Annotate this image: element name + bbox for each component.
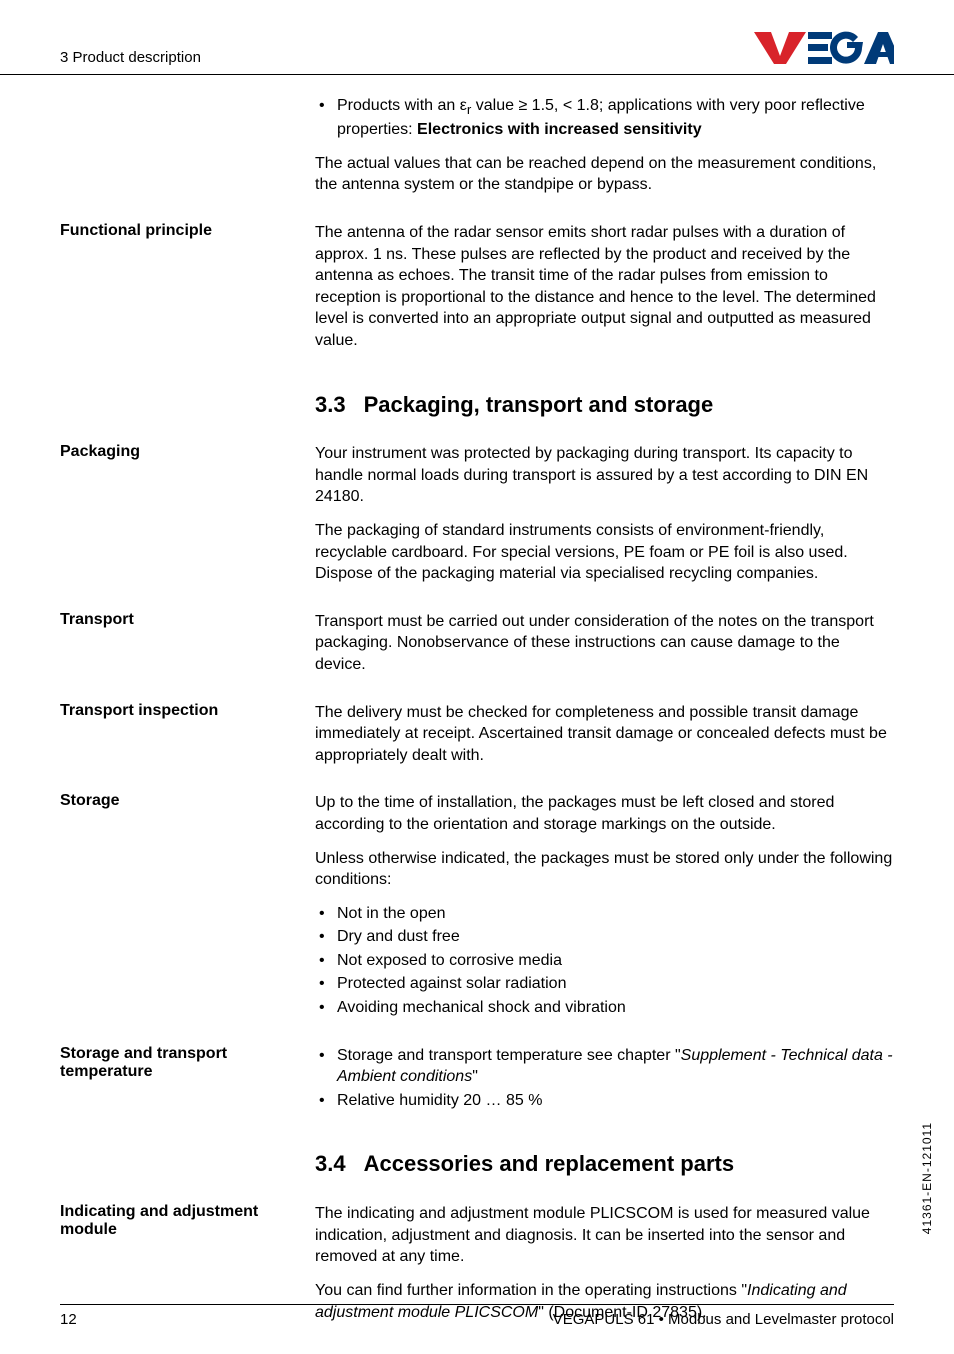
intro-bullet-bold: Electronics with increased sensitivity <box>417 121 702 138</box>
list-item: Protected against solar radiation <box>315 973 894 995</box>
packaging-label: Packaging <box>60 443 315 597</box>
page-number: 12 <box>60 1311 77 1328</box>
indicating-p1: The indicating and adjustment module PLI… <box>315 1203 894 1268</box>
section-3-3-title: Packaging, transport and storage <box>364 392 714 417</box>
section-3-3-heading: 3.3 Packaging, transport and storage <box>315 390 894 420</box>
intro-bullet: Products with an εr value ≥ 1.5, < 1.8; … <box>315 95 894 141</box>
storage-body: Up to the time of installation, the pack… <box>315 792 894 1030</box>
transport-inspection-p1: The delivery must be checked for complet… <box>315 702 894 767</box>
list-item: Dry and dust free <box>315 926 894 948</box>
functional-principle-body: The antenna of the radar sensor emits sh… <box>315 222 894 364</box>
functional-principle-label: Functional principle <box>60 222 315 364</box>
stt-item1-post: " <box>472 1068 478 1085</box>
stt-item1-pre: Storage and transport temperature see ch… <box>337 1047 681 1064</box>
transport-label: Transport <box>60 611 315 688</box>
packaging-p1: Your instrument was protected by packagi… <box>315 443 894 508</box>
transport-row: Transport Transport must be carried out … <box>60 611 894 688</box>
page-footer: 12 VEGAPULS 61 • Modbus and Levelmaster … <box>60 1304 894 1328</box>
intro-bullet-prefix: Products with an ε <box>337 97 467 114</box>
packaging-body: Your instrument was protected by packagi… <box>315 443 894 597</box>
content-area: Products with an εr value ≥ 1.5, < 1.8; … <box>0 75 954 1335</box>
storage-label: Storage <box>60 792 315 1030</box>
storage-row: Storage Up to the time of installation, … <box>60 792 894 1030</box>
document-code-vertical: 41361-EN-121011 <box>920 1122 934 1234</box>
header-section-title: 3 Product description <box>60 49 201 66</box>
packaging-row: Packaging Your instrument was protected … <box>60 443 894 597</box>
section-3-3-num: 3.3 <box>315 390 346 420</box>
transport-inspection-row: Transport inspection The delivery must b… <box>60 702 894 779</box>
page: 3 Product description Pr <box>0 0 954 1354</box>
section-3-4-num: 3.4 <box>315 1149 346 1179</box>
list-item: Relative humidity 20 … 85 % <box>315 1090 894 1112</box>
list-item: Storage and transport temperature see ch… <box>315 1045 894 1088</box>
storage-transport-temp-label: Storage and transport temperature <box>60 1045 315 1124</box>
page-header: 3 Product description <box>0 0 954 75</box>
footer-title: VEGAPULS 61 • Modbus and Levelmaster pro… <box>553 1311 894 1328</box>
intro-body: Products with an εr value ≥ 1.5, < 1.8; … <box>315 95 894 208</box>
section-3-4-row: 3.4 Accessories and replacement parts <box>60 1137 894 1189</box>
storage-p1: Up to the time of installation, the pack… <box>315 792 894 835</box>
empty-label <box>60 95 315 208</box>
packaging-p2: The packaging of standard instruments co… <box>315 520 894 585</box>
section-3-4-title: Accessories and replacement parts <box>364 1151 735 1176</box>
intro-para: The actual values that can be reached de… <box>315 153 894 196</box>
storage-transport-temp-body: Storage and transport temperature see ch… <box>315 1045 894 1124</box>
list-item: Not in the open <box>315 903 894 925</box>
transport-inspection-label: Transport inspection <box>60 702 315 779</box>
storage-p2: Unless otherwise indicated, the packages… <box>315 848 894 891</box>
intro-row: Products with an εr value ≥ 1.5, < 1.8; … <box>60 95 894 208</box>
functional-principle-text: The antenna of the radar sensor emits sh… <box>315 222 894 352</box>
section-3-4-heading: 3.4 Accessories and replacement parts <box>315 1149 894 1179</box>
indicating-p2-pre: You can find further information in the … <box>315 1282 747 1299</box>
transport-p1: Transport must be carried out under cons… <box>315 611 894 676</box>
functional-principle-row: Functional principle The antenna of the … <box>60 222 894 364</box>
transport-inspection-body: The delivery must be checked for complet… <box>315 702 894 779</box>
vega-logo <box>754 30 894 66</box>
storage-list: Not in the open Dry and dust free Not ex… <box>315 903 894 1019</box>
list-item: Avoiding mechanical shock and vibration <box>315 997 894 1019</box>
storage-transport-temp-row: Storage and transport temperature Storag… <box>60 1045 894 1124</box>
section-3-3-row: 3.3 Packaging, transport and storage <box>60 378 894 430</box>
transport-body: Transport must be carried out under cons… <box>315 611 894 688</box>
list-item: Not exposed to corrosive media <box>315 950 894 972</box>
